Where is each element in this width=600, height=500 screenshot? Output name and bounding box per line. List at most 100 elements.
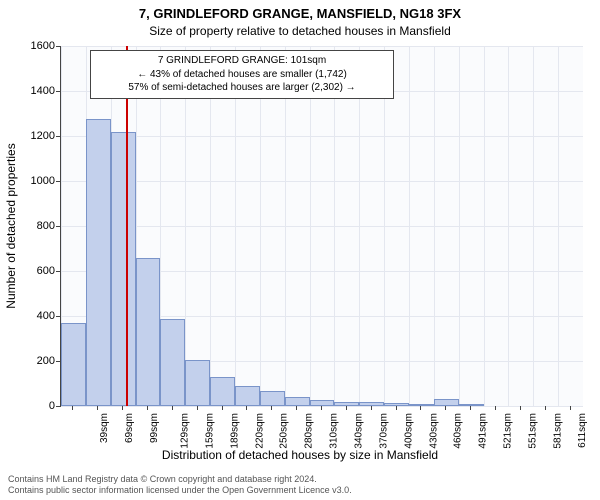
x-tick-label: 39sqm (99, 413, 110, 443)
gridline-vertical (409, 46, 410, 406)
plot-area (60, 46, 583, 407)
gridline-vertical (359, 46, 360, 406)
gridline-horizontal (61, 46, 583, 47)
chart-subtitle: Size of property relative to detached ho… (0, 24, 600, 38)
y-tick-mark (56, 46, 60, 47)
gridline-horizontal (61, 226, 583, 227)
y-tick-label: 1400 (15, 85, 55, 97)
gridline-horizontal (61, 136, 583, 137)
x-tick-mark (147, 406, 148, 410)
y-tick-label: 200 (15, 355, 55, 367)
annotation-line-2: ← 43% of detached houses are smaller (1,… (97, 68, 387, 82)
x-tick-mark (545, 406, 546, 410)
x-tick-mark (346, 406, 347, 410)
x-tick-mark (396, 406, 397, 410)
gridline-horizontal (61, 406, 583, 407)
x-axis-label: Distribution of detached houses by size … (0, 448, 600, 462)
histogram-bar (260, 391, 285, 406)
x-tick-label: 340sqm (354, 413, 365, 449)
x-tick-label: 491sqm (478, 413, 489, 449)
annotation-line-1: 7 GRINDLEFORD GRANGE: 101sqm (97, 54, 387, 68)
x-tick-mark (420, 406, 421, 410)
gridline-vertical (210, 46, 211, 406)
histogram-bar (409, 404, 434, 406)
y-tick-label: 600 (15, 265, 55, 277)
x-tick-label: 310sqm (329, 413, 340, 449)
x-tick-label: 189sqm (229, 413, 240, 449)
gridline-vertical (310, 46, 311, 406)
x-tick-label: 551sqm (528, 413, 539, 449)
x-tick-mark (570, 406, 571, 410)
x-tick-mark (197, 406, 198, 410)
chart-container: 7, GRINDLEFORD GRANGE, MANSFIELD, NG18 3… (0, 0, 600, 500)
x-tick-mark (321, 406, 322, 410)
x-tick-mark (172, 406, 173, 410)
x-tick-label: 430sqm (428, 413, 439, 449)
annotation-box: 7 GRINDLEFORD GRANGE: 101sqm ← 43% of de… (90, 50, 394, 99)
x-tick-label: 99sqm (149, 413, 160, 443)
x-tick-mark (520, 406, 521, 410)
x-tick-label: 611sqm (577, 413, 588, 448)
histogram-bar (359, 402, 384, 407)
x-tick-mark (122, 406, 123, 410)
gridline-vertical (235, 46, 236, 406)
x-tick-mark (97, 406, 98, 410)
x-tick-mark (72, 406, 73, 410)
gridline-horizontal (61, 181, 583, 182)
gridline-vertical (533, 46, 534, 406)
x-tick-label: 250sqm (279, 413, 290, 449)
annotation-line-3: 57% of semi-detached houses are larger (… (97, 81, 387, 95)
y-tick-label: 0 (15, 400, 55, 412)
histogram-bar (434, 399, 459, 406)
y-tick-mark (56, 406, 60, 407)
x-tick-mark (222, 406, 223, 410)
gridline-vertical (558, 46, 559, 406)
y-tick-mark (56, 91, 60, 92)
y-tick-mark (56, 361, 60, 362)
y-tick-label: 1200 (15, 130, 55, 142)
x-tick-label: 129sqm (180, 413, 191, 449)
gridline-vertical (260, 46, 261, 406)
y-tick-mark (56, 181, 60, 182)
histogram-bar (86, 119, 111, 406)
x-tick-label: 370sqm (378, 413, 389, 449)
histogram-bar (111, 132, 136, 407)
x-tick-mark (495, 406, 496, 410)
x-tick-mark (246, 406, 247, 410)
histogram-bar (334, 402, 359, 407)
footer-attribution: Contains HM Land Registry data © Crown c… (8, 474, 352, 497)
x-tick-mark (445, 406, 446, 410)
x-tick-label: 280sqm (304, 413, 315, 449)
gridline-vertical (434, 46, 435, 406)
histogram-bar (185, 360, 210, 406)
y-tick-mark (56, 136, 60, 137)
footer-line-2: Contains public sector information licen… (8, 485, 352, 496)
x-tick-label: 159sqm (204, 413, 215, 449)
y-tick-label: 800 (15, 220, 55, 232)
x-tick-label: 521sqm (503, 413, 514, 449)
y-tick-label: 1600 (15, 40, 55, 52)
footer-line-1: Contains HM Land Registry data © Crown c… (8, 474, 352, 485)
gridline-vertical (484, 46, 485, 406)
x-tick-mark (296, 406, 297, 410)
x-tick-label: 460sqm (453, 413, 464, 449)
x-tick-label: 581sqm (552, 413, 563, 449)
chart-title: 7, GRINDLEFORD GRANGE, MANSFIELD, NG18 3… (0, 6, 600, 21)
x-tick-label: 400sqm (403, 413, 414, 449)
reference-line (126, 46, 128, 406)
x-tick-mark (470, 406, 471, 410)
gridline-vertical (508, 46, 509, 406)
gridline-vertical (185, 46, 186, 406)
y-tick-mark (56, 226, 60, 227)
y-tick-label: 400 (15, 310, 55, 322)
histogram-bar (285, 397, 310, 406)
y-tick-label: 1000 (15, 175, 55, 187)
x-tick-mark (271, 406, 272, 410)
histogram-bar (61, 323, 86, 406)
histogram-bar (136, 258, 161, 407)
gridline-vertical (459, 46, 460, 406)
histogram-bar (235, 386, 260, 406)
x-tick-label: 69sqm (124, 413, 135, 443)
histogram-bar (384, 403, 409, 406)
x-tick-mark (371, 406, 372, 410)
